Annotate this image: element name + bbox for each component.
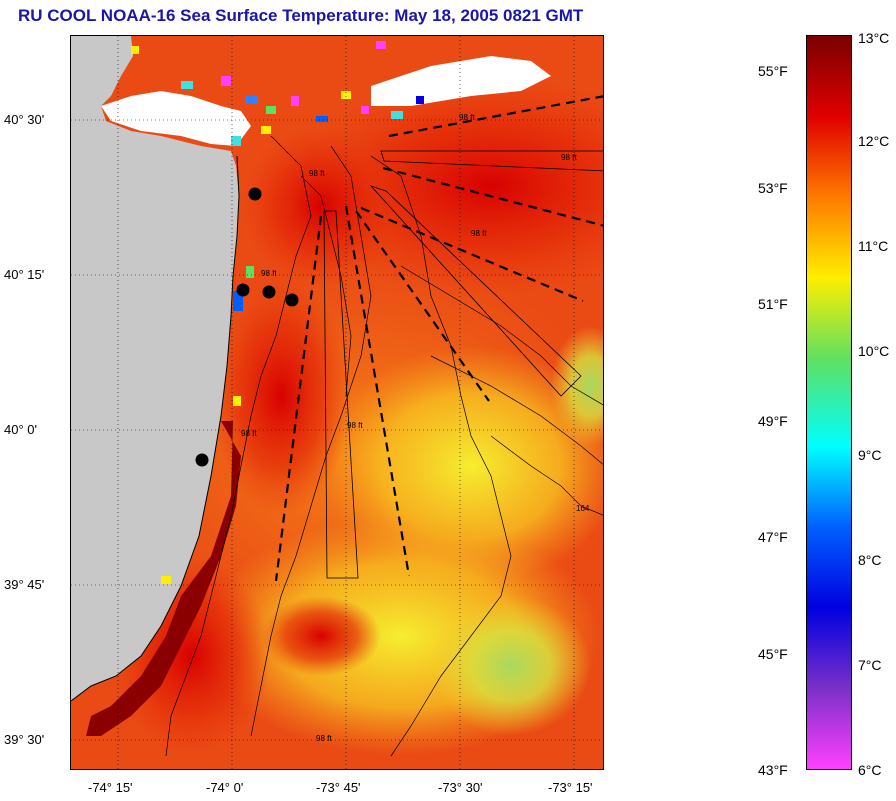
contour-label: 98 ft xyxy=(561,153,577,162)
lon-tick-label: -74° 0' xyxy=(206,780,244,795)
lon-tick-label: -73° 15' xyxy=(548,780,593,795)
graticule xyxy=(71,36,603,769)
contour-label: 98 ft xyxy=(471,229,487,238)
contour-label: 98 ft xyxy=(261,269,277,278)
sst-map-canvas: 98 ft 98 ft 98 ft 98 ft 98 ft 98 ft 98 f… xyxy=(71,36,603,769)
contour-label: 164 xyxy=(576,504,590,513)
lat-tick-label: 39° 30' xyxy=(4,732,45,747)
colorbar-celsius-label: 8°C xyxy=(858,552,882,568)
sst-zone-red-south xyxy=(261,596,381,676)
colorbar-celsius-label: 10°C xyxy=(858,343,890,359)
sampling-transects xyxy=(274,95,603,582)
contour-label: 98 ft xyxy=(316,734,332,743)
lat-tick-label: 40° 0' xyxy=(4,422,37,437)
colorbar-fahrenheit-label: 55°F xyxy=(758,63,788,79)
colorbar-fahrenheit-label: 43°F xyxy=(758,762,788,778)
colorbar-fahrenheit-label: 51°F xyxy=(758,296,788,312)
temperature-colorbar xyxy=(806,35,852,770)
colorbar-celsius-label: 6°C xyxy=(858,762,882,778)
colorbar-celsius-label: 13°C xyxy=(858,30,890,46)
colorbar-celsius-label: 11°C xyxy=(858,238,889,254)
colorbar-celsius-label: 9°C xyxy=(858,447,882,463)
land-mass xyxy=(71,36,239,701)
contour-label: 98 ft xyxy=(347,421,363,430)
cloud-cover-bay xyxy=(101,91,251,146)
colorbar-fahrenheit-label: 53°F xyxy=(758,180,788,196)
nearshore-warm-band xyxy=(86,421,241,736)
contour-label: 98 ft xyxy=(309,169,325,178)
contour-label: 98 ft xyxy=(241,429,257,438)
colorbar-fahrenheit-label: 47°F xyxy=(758,529,788,545)
lat-tick-label: 40° 15' xyxy=(4,267,45,282)
lat-tick-label: 39° 45' xyxy=(4,577,45,592)
lat-tick-label: 40° 30' xyxy=(4,112,45,127)
station-marker-2 xyxy=(236,283,250,297)
station-marker-1 xyxy=(248,187,262,201)
lon-tick-label: -74° 15' xyxy=(88,780,133,795)
colorbar-celsius-label: 12°C xyxy=(858,133,890,149)
station-markers xyxy=(195,187,299,467)
sst-map: 98 ft 98 ft 98 ft 98 ft 98 ft 98 ft 98 f… xyxy=(70,35,604,770)
cloud-cover-north xyxy=(371,56,551,106)
station-marker-5 xyxy=(195,453,209,467)
sst-zone-red-coastal xyxy=(211,276,351,516)
colorbar-fahrenheit-label: 45°F xyxy=(758,646,788,662)
station-marker-3 xyxy=(262,285,276,299)
lon-tick-label: -73° 30' xyxy=(438,780,483,795)
sst-zone-red-north xyxy=(241,126,401,286)
study-zones xyxy=(323,150,603,579)
contour-labels: 98 ft 98 ft 98 ft 98 ft 98 ft 98 ft 98 f… xyxy=(241,113,590,743)
coastline xyxy=(71,155,240,702)
contour-label: 98 ft xyxy=(459,113,475,122)
cloud-fringe xyxy=(131,41,424,584)
colorbar-celsius-label: 7°C xyxy=(858,657,882,673)
lon-tick-label: -73° 45' xyxy=(316,780,361,795)
sst-zone-green-south xyxy=(431,596,591,736)
sst-zone-green-east xyxy=(551,326,603,446)
map-title: RU COOL NOAA-16 Sea Surface Temperature:… xyxy=(18,6,584,25)
colorbar-fahrenheit-label: 49°F xyxy=(758,413,788,429)
station-marker-4 xyxy=(285,293,299,307)
